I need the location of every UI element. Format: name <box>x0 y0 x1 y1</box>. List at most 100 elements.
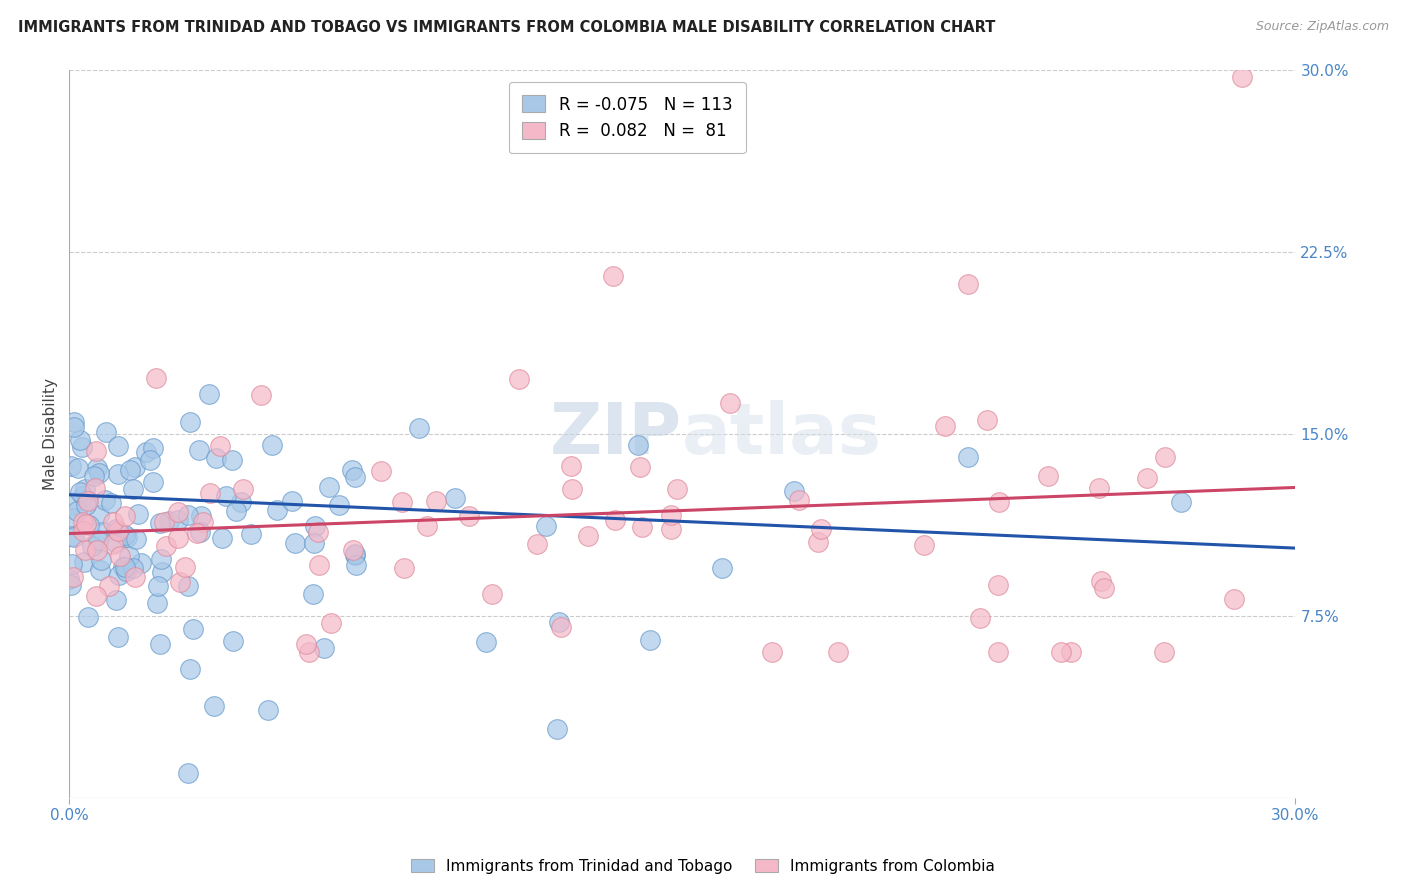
Point <box>60 459 83 474</box>
Point <box>94 493 117 508</box>
Point <box>104 593 127 607</box>
Point <box>114 565 136 579</box>
Point <box>627 438 650 452</box>
Point <box>157 514 180 528</box>
Point <box>155 539 177 553</box>
Point <box>135 445 157 459</box>
Point <box>72 441 94 455</box>
Point <box>62 557 84 571</box>
Point <box>718 395 741 409</box>
Point <box>987 645 1010 659</box>
Text: ZIP: ZIP <box>550 400 682 468</box>
Point <box>1153 645 1175 659</box>
Point <box>125 532 148 546</box>
Point <box>59 498 82 512</box>
Point <box>481 586 503 600</box>
Point <box>107 524 129 538</box>
Point <box>69 434 91 448</box>
Point <box>169 575 191 590</box>
Point <box>69 485 91 500</box>
Point <box>177 765 200 780</box>
Point <box>150 565 173 579</box>
Point <box>221 453 243 467</box>
Point <box>280 493 302 508</box>
Point <box>167 505 190 519</box>
Point <box>104 534 127 549</box>
Point <box>344 558 367 573</box>
Point <box>225 504 247 518</box>
Point <box>72 524 94 538</box>
Point <box>304 519 326 533</box>
Point <box>988 495 1011 509</box>
Point <box>84 443 107 458</box>
Point <box>87 533 110 547</box>
Point <box>173 560 195 574</box>
Point <box>124 570 146 584</box>
Text: IMMIGRANTS FROM TRINIDAD AND TOBAGO VS IMMIGRANTS FROM COLOMBIA MALE DISABILITY : IMMIGRANTS FROM TRINIDAD AND TOBAGO VS I… <box>18 20 995 35</box>
Point <box>73 555 96 569</box>
Point <box>312 641 335 656</box>
Point <box>308 558 330 572</box>
Point <box>340 463 363 477</box>
Point <box>179 415 201 429</box>
Point <box>177 508 200 523</box>
Point <box>631 520 654 534</box>
Point <box>1060 645 1083 659</box>
Point <box>142 475 165 489</box>
Point <box>100 496 122 510</box>
Point <box>256 703 278 717</box>
Point <box>115 530 138 544</box>
Point <box>83 481 105 495</box>
Point <box>149 516 172 530</box>
Point <box>969 610 991 624</box>
Point <box>90 553 112 567</box>
Point <box>1223 592 1246 607</box>
Point <box>72 515 94 529</box>
Point <box>319 615 342 630</box>
Point <box>112 559 135 574</box>
Point <box>408 421 430 435</box>
Point <box>1092 582 1115 596</box>
Point <box>66 504 89 518</box>
Point <box>118 549 141 563</box>
Point <box>561 482 583 496</box>
Point <box>77 493 100 508</box>
Point <box>60 578 83 592</box>
Point <box>186 525 208 540</box>
Point <box>391 494 413 508</box>
Point <box>72 489 94 503</box>
Point <box>145 370 167 384</box>
Point <box>86 589 108 603</box>
Point <box>181 622 204 636</box>
Point <box>546 722 568 736</box>
Point <box>1232 70 1254 85</box>
Point <box>62 419 84 434</box>
Point <box>827 645 849 659</box>
Point <box>80 539 103 553</box>
Point <box>91 524 114 539</box>
Point <box>215 489 238 503</box>
Point <box>1087 481 1109 495</box>
Point <box>198 387 221 401</box>
Point <box>87 467 110 481</box>
Point <box>260 438 283 452</box>
Point <box>75 517 97 532</box>
Point <box>221 634 243 648</box>
Point <box>284 536 307 550</box>
Point <box>127 507 149 521</box>
Point <box>560 458 582 473</box>
Point <box>1038 468 1060 483</box>
Point <box>79 517 101 532</box>
Point <box>761 645 783 659</box>
Point <box>957 450 980 464</box>
Point <box>344 469 367 483</box>
Point <box>94 425 117 439</box>
Point <box>146 579 169 593</box>
Text: atlas: atlas <box>682 400 882 468</box>
Point <box>457 508 479 523</box>
Point <box>60 511 83 525</box>
Point <box>86 542 108 557</box>
Point <box>1049 645 1071 659</box>
Point <box>344 549 367 563</box>
Point <box>190 525 212 540</box>
